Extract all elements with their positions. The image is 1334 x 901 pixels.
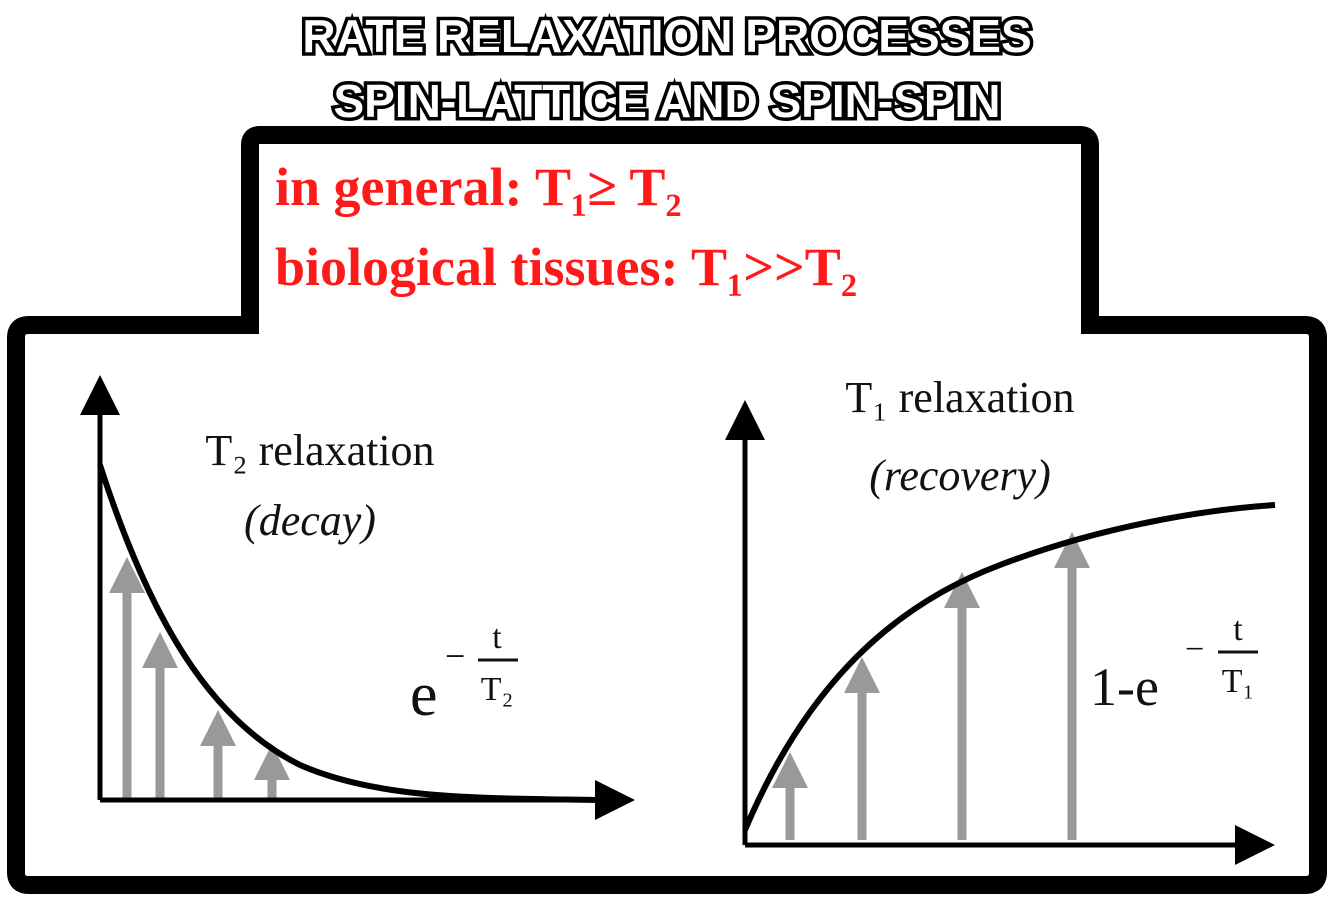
formula-denominator: T₂ [481,671,514,708]
formula-base: e [410,661,438,729]
title-line: SPIN-LATTICE AND SPIN-SPIN [333,75,1000,127]
frame [7,126,1327,894]
note: in general: T₁≥ T₂ [275,157,682,217]
formula-denominator: T₁ [1222,663,1255,700]
formula-numerator: t [492,619,502,656]
panel-subtitle: (recovery) [869,451,1051,500]
note: biological tissues: T₁>>T₂ [275,237,857,297]
panel-title: T₁ relaxation [845,373,1074,422]
formula-base: 1-e [1090,657,1159,717]
t1-graph: T₁ relaxation (recovery) 1-e − t T₁ [725,373,1276,865]
title-line: RATE RELAXATION PROCESSES [302,10,1031,62]
t2-graph: T₂ relaxation (decay) e − t T₂ [80,375,635,820]
formula-numerator: t [1233,611,1243,648]
panel-title: T₂ relaxation [205,426,434,475]
panel-subtitle: (decay) [244,496,376,545]
formula-sign: − [445,636,465,676]
formula-sign: − [1185,631,1204,668]
